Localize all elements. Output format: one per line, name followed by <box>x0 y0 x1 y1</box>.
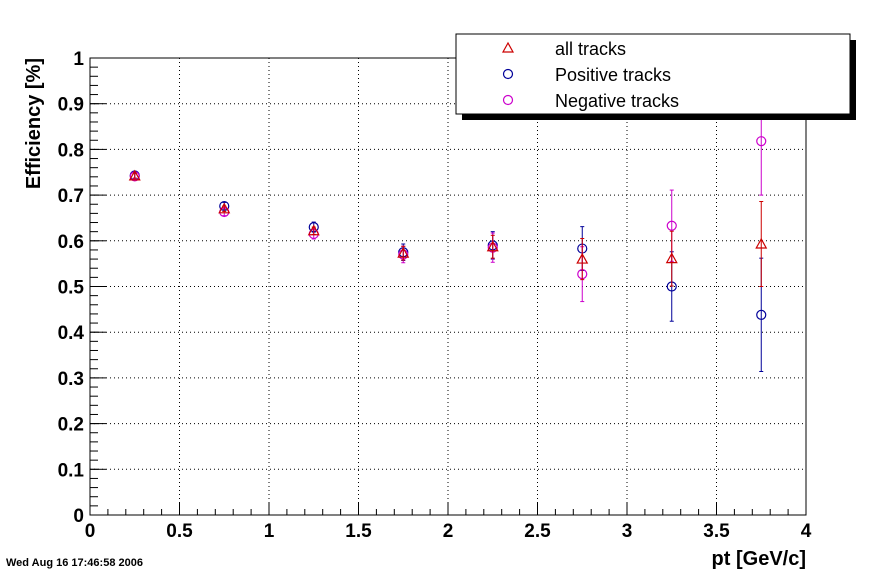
grid-lines <box>90 58 806 515</box>
legend-label: Negative tracks <box>555 91 679 111</box>
data-point <box>397 246 410 258</box>
x-tick-label: 3 <box>622 521 633 542</box>
data-point <box>486 240 499 252</box>
y-tick-label: 0.6 <box>58 232 84 253</box>
legend-label: Positive tracks <box>555 65 671 85</box>
legend-entries: all tracks Positive tracks Negative tracks <box>501 39 679 111</box>
x-tick-label: 1 <box>264 521 275 542</box>
x-tick-label: 0.5 <box>166 521 193 542</box>
legend: all tracks Positive tracks Negative tracks <box>455 33 856 120</box>
x-axis-title: pt [GeV/c] <box>712 548 806 570</box>
legend-marker <box>502 68 514 80</box>
data-point <box>128 169 141 181</box>
data-point <box>665 252 678 264</box>
legend-box <box>455 33 851 115</box>
y-tick-label: 0 <box>73 506 84 527</box>
data-point <box>756 136 767 147</box>
y-tick-labels: 0 0.1 0.2 0.3 0.4 0.5 0.6 0.7 0.8 0.9 1 <box>58 49 85 527</box>
series-all-tracks <box>128 169 768 287</box>
data-points <box>128 86 768 373</box>
legend-label: all tracks <box>555 39 626 59</box>
y-tick-label: 0.5 <box>58 278 85 299</box>
x-tick-label: 3.5 <box>703 521 730 542</box>
x-tick-labels: 0 0.5 1 1.5 2 2.5 3 3.5 4 <box>85 521 812 542</box>
axis-ticks <box>89 57 807 516</box>
x-tick-label: 2 <box>443 521 454 542</box>
y-tick-label: 0.8 <box>58 140 84 161</box>
data-point <box>218 202 231 214</box>
y-tick-label: 0.2 <box>58 415 84 436</box>
y-tick-label: 0.9 <box>58 95 84 116</box>
x-tick-label: 4 <box>801 521 812 542</box>
y-axis-title: Efficiency [%] <box>23 58 45 189</box>
data-point <box>755 237 768 249</box>
y-tick-label: 0.3 <box>58 369 84 390</box>
series-positive-tracks <box>129 170 767 373</box>
data-point <box>307 224 320 236</box>
x-tick-label: 1.5 <box>345 521 372 542</box>
data-point <box>756 309 767 320</box>
data-point <box>666 220 677 231</box>
x-tick-label: 2.5 <box>524 521 551 542</box>
y-tick-label: 1 <box>73 49 84 70</box>
y-tick-label: 0.7 <box>58 186 84 207</box>
legend-marker <box>502 94 514 106</box>
y-tick-label: 0.4 <box>58 323 85 344</box>
y-tick-label: 0.1 <box>58 460 85 481</box>
data-point <box>576 252 589 264</box>
timestamp: Wed Aug 16 17:46:58 2006 <box>6 557 143 569</box>
x-tick-label: 0 <box>85 521 96 542</box>
legend-marker <box>501 41 515 53</box>
